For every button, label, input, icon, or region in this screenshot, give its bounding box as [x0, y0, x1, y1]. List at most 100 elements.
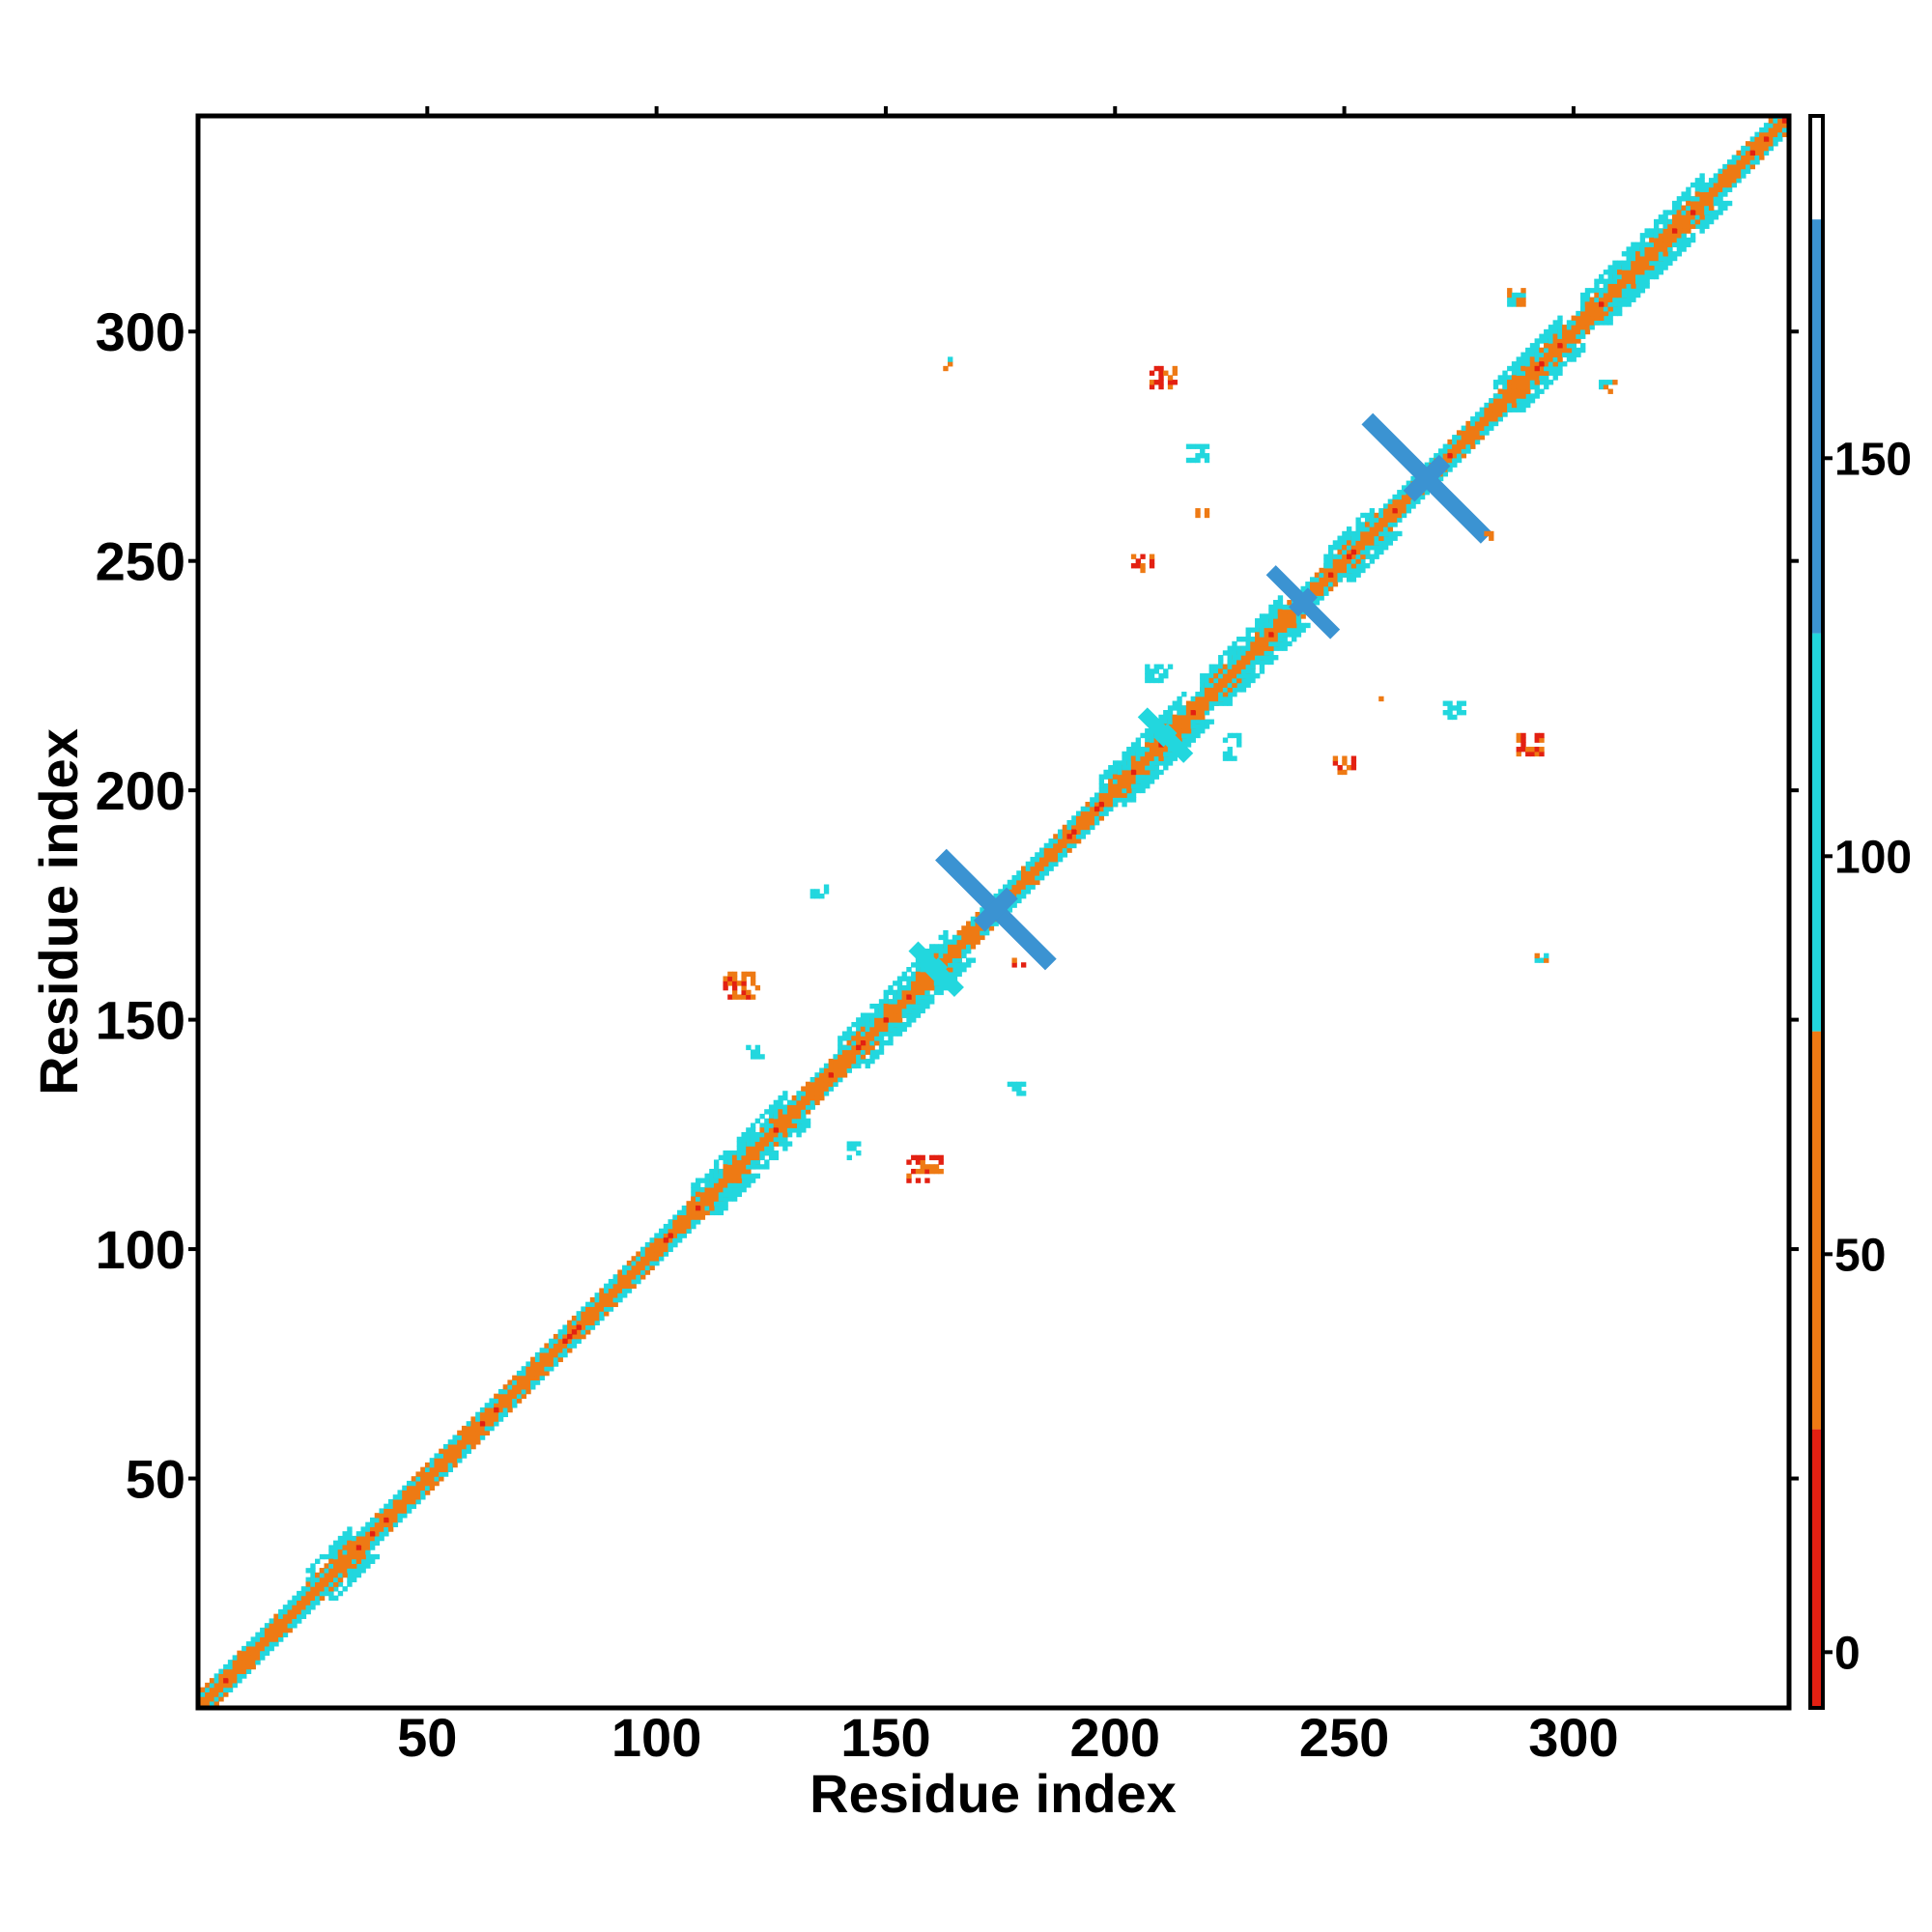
heatmap-cell — [1153, 747, 1159, 753]
heatmap-cell — [773, 1131, 780, 1138]
heatmap-cell — [901, 1021, 907, 1028]
heatmap-cell — [1185, 705, 1192, 711]
heatmap-cell — [360, 1563, 366, 1569]
heatmap-cell — [622, 1274, 628, 1280]
heatmap-cell — [1544, 952, 1549, 959]
heatmap-cell — [365, 1545, 371, 1550]
heatmap-cell — [759, 1136, 765, 1143]
heatmap-cell — [1158, 751, 1164, 757]
heatmap-cell — [1612, 260, 1618, 266]
heatmap-cell — [1731, 182, 1738, 188]
heatmap-cell — [1232, 682, 1237, 688]
heatmap-cell — [489, 1425, 495, 1432]
heatmap-cell — [1350, 755, 1357, 761]
heatmap-cell — [1053, 861, 1059, 867]
heatmap-cell — [218, 1673, 224, 1679]
heatmap-cell — [424, 1466, 431, 1473]
heatmap-cell — [347, 1535, 353, 1542]
heatmap-cell — [1644, 270, 1650, 275]
heatmap-cell — [860, 1012, 867, 1018]
heatmap-cell — [1327, 572, 1334, 578]
heatmap-cell — [1497, 398, 1503, 404]
heatmap-cell — [1447, 467, 1453, 472]
heatmap-cell — [1397, 512, 1403, 519]
heatmap-cell — [1649, 228, 1655, 234]
heatmap-cell — [1612, 310, 1618, 317]
heatmap-cell — [1520, 393, 1526, 399]
heatmap-cell — [255, 1632, 261, 1637]
heatmap-cell — [878, 1044, 885, 1051]
heatmap-cell — [768, 1127, 775, 1133]
heatmap-cell — [250, 1645, 256, 1652]
heatmap-cell — [1185, 732, 1192, 739]
heatmap-cell — [1222, 687, 1229, 693]
heatmap-cell — [1699, 214, 1705, 220]
heatmap-cell — [310, 1563, 316, 1569]
heatmap-cell — [1020, 879, 1027, 886]
heatmap-cell — [1447, 710, 1453, 716]
heatmap-cell — [369, 1545, 376, 1550]
heatmap-cell — [255, 1636, 261, 1642]
heatmap-cell — [242, 1668, 247, 1674]
heatmap-cell — [1773, 141, 1778, 147]
heatmap-cell — [896, 989, 903, 996]
heatmap-cell — [1552, 352, 1558, 357]
heatmap-cell — [1694, 214, 1701, 220]
heatmap-cell — [1599, 315, 1605, 321]
heatmap-cell — [1135, 769, 1141, 776]
heatmap-cell — [1474, 430, 1481, 436]
heatmap-cell — [1355, 563, 1361, 569]
heatmap-cell — [778, 1131, 783, 1138]
heatmap-cell — [1424, 490, 1431, 496]
heatmap-cell — [544, 1356, 550, 1363]
heatmap-cell — [1520, 365, 1526, 372]
heatmap-cell — [1497, 416, 1503, 422]
heatmap-cell — [791, 1099, 798, 1106]
heatmap-cell — [929, 1168, 935, 1175]
heatmap-cell — [1580, 310, 1586, 317]
heatmap-cell — [1539, 380, 1545, 385]
heatmap-cell — [786, 1104, 793, 1110]
heatmap-cell — [727, 1196, 733, 1202]
heatmap-cell — [1149, 769, 1155, 776]
heatmap-cell — [1287, 632, 1293, 638]
heatmap-cell — [429, 1476, 436, 1482]
heatmap-cell — [1277, 622, 1284, 629]
heatmap-cell — [1048, 842, 1054, 849]
colorbar-band — [1810, 1429, 1823, 1708]
heatmap-cell — [1599, 288, 1605, 294]
heatmap-cell — [1277, 618, 1284, 624]
heatmap-cell — [402, 1494, 408, 1500]
heatmap-cell — [1094, 810, 1100, 816]
heatmap-cell — [1603, 288, 1609, 294]
heatmap-cell — [883, 1039, 889, 1046]
heatmap-cell — [1529, 356, 1536, 362]
heatmap-cell — [1690, 218, 1696, 225]
heatmap-cell — [1195, 457, 1201, 464]
heatmap-cell — [1447, 457, 1453, 464]
heatmap-cell — [838, 1039, 843, 1046]
heatmap-cell — [1434, 453, 1439, 459]
heatmap-cell — [1387, 540, 1394, 546]
heatmap-cell — [581, 1311, 586, 1317]
heatmap-cell — [1534, 338, 1540, 344]
heatmap-cell — [604, 1288, 610, 1293]
heatmap-cell — [1360, 540, 1366, 546]
heatmap-cell — [1158, 714, 1164, 721]
heatmap-cell — [315, 1558, 321, 1564]
heatmap-cell — [663, 1223, 669, 1230]
heatmap-cell — [888, 1026, 894, 1033]
heatmap-cell — [608, 1293, 614, 1298]
heatmap-cell — [479, 1425, 486, 1432]
heatmap-cell — [1122, 797, 1127, 803]
heatmap-cell — [1337, 572, 1343, 578]
heatmap-cell — [310, 1595, 316, 1601]
heatmap-cell — [1626, 246, 1632, 252]
heatmap-cell — [1529, 361, 1536, 367]
heatmap-cell — [1607, 310, 1613, 317]
heatmap-cell — [447, 1466, 454, 1473]
heatmap-cell — [736, 1186, 743, 1193]
heatmap-cell — [1268, 640, 1274, 647]
heatmap-cell — [1098, 815, 1105, 821]
heatmap-cell — [1612, 265, 1618, 270]
